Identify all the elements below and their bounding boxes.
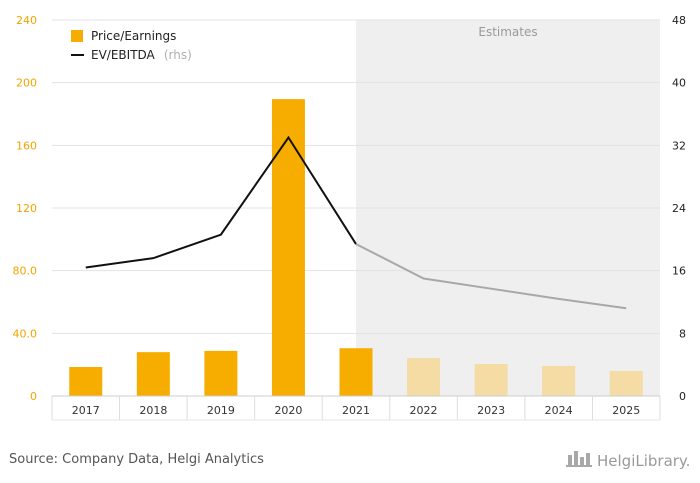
right-tick-label: 8 bbox=[679, 327, 686, 340]
source-note: Source: Company Data, Helgi Analytics bbox=[9, 452, 264, 467]
bar-price-earnings bbox=[542, 365, 576, 396]
bar-price-earnings bbox=[407, 358, 441, 396]
left-tick-label: 0 bbox=[30, 390, 37, 403]
brand-name: HelgiLibrary. bbox=[597, 452, 690, 470]
left-tick-label: 200 bbox=[16, 77, 37, 90]
bar-price-earnings bbox=[339, 348, 373, 396]
x-tick-label: 2023 bbox=[477, 404, 505, 417]
legend: Price/Earnings EV/EBITDA (rhs) bbox=[71, 29, 192, 63]
x-tick-label: 2020 bbox=[274, 404, 302, 417]
right-tick-label: 40 bbox=[672, 77, 686, 90]
bar-price-earnings bbox=[609, 370, 643, 396]
building-icon bbox=[566, 451, 592, 467]
right-tick-label: 16 bbox=[672, 265, 686, 278]
estimates-label: Estimates bbox=[478, 25, 537, 39]
x-tick-label: 2021 bbox=[342, 404, 370, 417]
x-tick-label: 2017 bbox=[72, 404, 100, 417]
helgi-logo: HelgiLibrary. bbox=[566, 451, 690, 470]
right-tick-label: 48 bbox=[672, 14, 686, 27]
bar-price-earnings bbox=[474, 364, 508, 396]
legend-label-ev-ebitda-group: EV/EBITDA (rhs) bbox=[91, 44, 192, 63]
legend-swatch-price-earnings bbox=[71, 30, 83, 42]
left-tick-label: 120 bbox=[16, 202, 37, 215]
line-ev-ebitda-actual bbox=[85, 135, 357, 269]
bar-price-earnings bbox=[69, 367, 103, 396]
bar-price-earnings bbox=[271, 99, 305, 396]
right-tick-label: 24 bbox=[672, 202, 686, 215]
x-tick-label: 2022 bbox=[410, 404, 438, 417]
legend-label-rhs: (rhs) bbox=[164, 48, 192, 62]
x-tick-label: 2024 bbox=[545, 404, 573, 417]
bar-price-earnings bbox=[204, 350, 238, 396]
bar-price-earnings bbox=[136, 352, 170, 396]
right-tick-label: 32 bbox=[672, 139, 686, 152]
left-tick-label: 40.0 bbox=[13, 327, 38, 340]
x-tick-label: 2018 bbox=[139, 404, 167, 417]
line-ev-ebitda-estimate bbox=[355, 243, 627, 310]
legend-label-price-earnings: Price/Earnings bbox=[91, 29, 176, 43]
x-tick-label: 2025 bbox=[612, 404, 640, 417]
left-tick-label: 160 bbox=[16, 139, 37, 152]
left-tick-label: 80.0 bbox=[13, 265, 38, 278]
right-tick-label: 0 bbox=[679, 390, 686, 403]
left-tick-label: 240 bbox=[16, 14, 37, 27]
legend-label-ev-ebitda: EV/EBITDA bbox=[91, 48, 156, 62]
x-tick-label: 2019 bbox=[207, 404, 235, 417]
